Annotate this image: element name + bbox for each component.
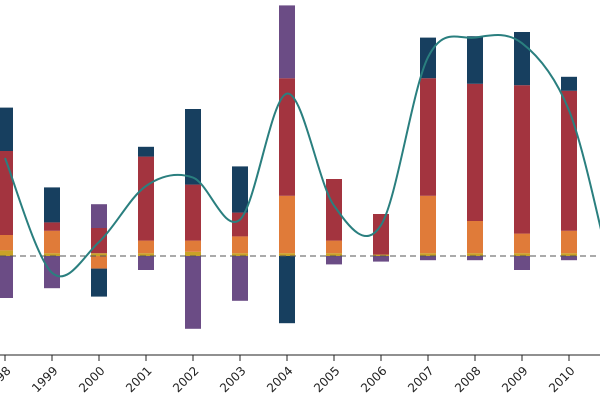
bar-2001-red: [138, 156, 154, 241]
bar-2002-red: [185, 184, 201, 241]
bar-2010-purple: [561, 256, 577, 261]
bar-1998-yellow: [0, 250, 13, 256]
bar-2005-orange: [326, 240, 342, 254]
bar-1999-orange: [44, 230, 60, 254]
bar-2008-purple: [467, 256, 483, 261]
bar-2008-navy: [467, 36, 483, 84]
bar-1998-navy: [0, 107, 13, 151]
bar-2009-purple: [514, 256, 530, 270]
x-tick-label-2000: 2000: [76, 364, 107, 395]
bar-2000-red: [91, 228, 107, 254]
bar-2007-yellow: [420, 253, 436, 256]
bar-2001-navy: [138, 146, 154, 157]
bar-1998-orange: [0, 235, 13, 251]
bar-1999-navy: [44, 187, 60, 223]
bar-2003-purple: [232, 256, 248, 301]
bar-2002-yellow: [185, 251, 201, 256]
bar-2006-purple: [373, 256, 389, 262]
bar-2003-navy: [232, 166, 248, 213]
bars-layer: [0, 5, 577, 329]
x-tick-label-1998: 1998: [0, 364, 14, 395]
bar-2000-purple: [91, 204, 107, 228]
bar-2009-yellow: [514, 253, 530, 256]
x-tick-label-2007: 2007: [405, 364, 436, 395]
bar-2000-orange: [91, 256, 107, 269]
bar-2010-yellow: [561, 253, 577, 256]
bar-2001-yellow: [138, 253, 154, 256]
bar-2000-navy: [91, 268, 107, 297]
bar-2005-red: [326, 179, 342, 241]
x-tick-label-2008: 2008: [452, 364, 483, 395]
bar-1999-yellow: [44, 253, 60, 256]
bar-2005-purple: [326, 256, 342, 265]
bar-2006-red: [373, 214, 389, 255]
bar-2002-navy: [185, 109, 201, 185]
x-tick-label-2010: 2010: [546, 364, 577, 395]
bar-1999-red: [44, 222, 60, 231]
bar-2010-navy: [561, 76, 577, 91]
x-tick-label-2006: 2006: [358, 364, 389, 395]
x-axis-ticks: 1998 1999 2000 2001 2002 2003 2004 2005 2006 2007…: [0, 355, 578, 395]
bar-2001-orange: [138, 240, 154, 254]
bar-2001-purple: [138, 256, 154, 270]
x-tick-label-2004: 2004: [264, 364, 295, 395]
total-line-series: [4, 33, 600, 278]
bar-2004-red: [279, 78, 295, 196]
x-tick-label-1999: 1999: [29, 364, 60, 395]
x-tick-label-2002: 2002: [170, 364, 201, 395]
bar-2004-yellow: [279, 253, 295, 256]
bar-2003-red: [232, 212, 248, 237]
x-tick-label-2005: 2005: [311, 364, 342, 395]
bar-2002-orange: [185, 240, 201, 252]
bar-2006-yellow: [373, 254, 389, 256]
x-tick-label-2001: 2001: [123, 364, 154, 395]
bar-2009-orange: [514, 233, 530, 254]
bar-2004-navy: [279, 256, 295, 324]
x-tick-label-2003: 2003: [217, 364, 248, 395]
bar-2007-orange: [420, 195, 436, 254]
bar-2003-yellow: [232, 253, 248, 256]
bar-2008-orange: [467, 221, 483, 254]
bar-2002-purple: [185, 256, 201, 329]
bar-2004-orange: [279, 195, 295, 254]
bar-2007-red: [420, 78, 436, 196]
bar-2000-yellow: [91, 253, 107, 256]
x-tick-label-2009: 2009: [499, 364, 530, 395]
bar-2010-orange: [561, 230, 577, 254]
bar-2003-orange: [232, 236, 248, 254]
bar-2009-red: [514, 85, 530, 234]
bar-2010-red: [561, 90, 577, 231]
bar-2004-purple: [279, 5, 295, 79]
bar-1998-purple: [0, 256, 13, 298]
bar-2005-yellow: [326, 253, 342, 256]
bar-2008-red: [467, 83, 483, 221]
bar-2007-purple: [420, 256, 436, 261]
bar-2008-yellow: [467, 253, 483, 256]
